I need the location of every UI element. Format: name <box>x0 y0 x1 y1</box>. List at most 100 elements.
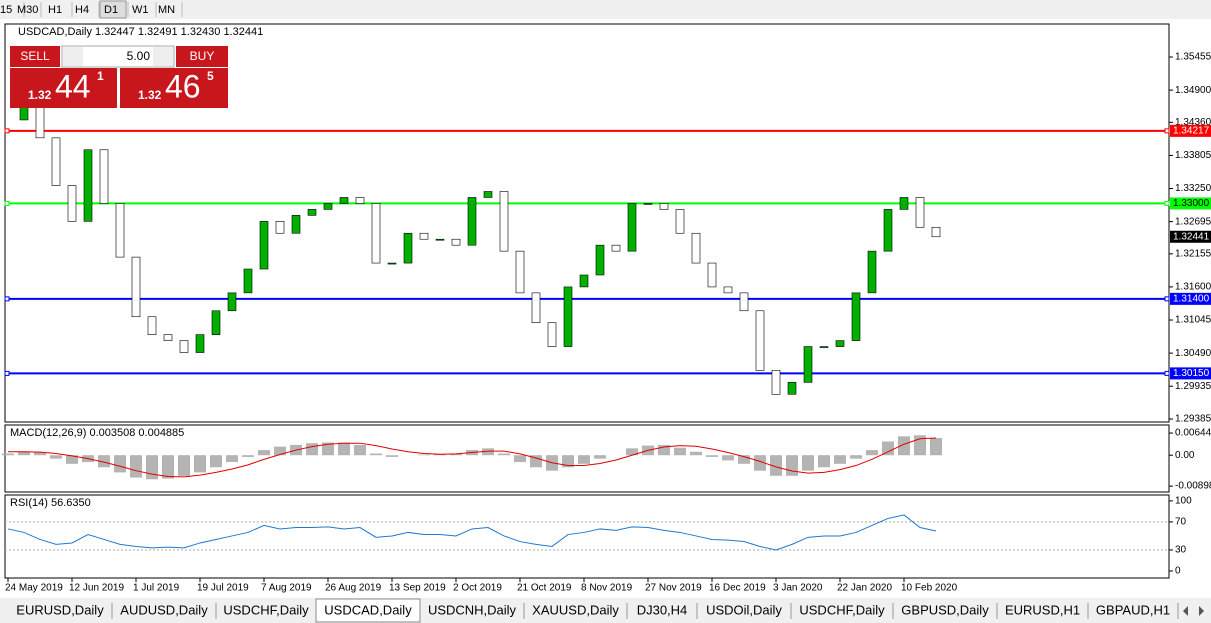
macd-panel <box>4 424 1170 493</box>
macd-histogram-bar <box>178 455 190 476</box>
buy-button[interactable] <box>176 46 228 67</box>
candle-body <box>163 334 173 341</box>
current-price-box <box>1170 230 1211 243</box>
timeframe-button[interactable]: W1 <box>132 4 149 16</box>
candle-body <box>531 292 541 324</box>
y-tick-label: -0.008982 <box>1175 481 1211 492</box>
lot-up[interactable] <box>153 47 173 66</box>
macd-histogram-bar <box>18 451 30 456</box>
y-tick-label: 30 <box>1175 545 1187 556</box>
candle-body <box>323 203 333 210</box>
macd-histogram-bar <box>674 447 686 456</box>
candle-body <box>435 238 445 241</box>
timeframe-button[interactable]: H4 <box>75 4 89 16</box>
macd-histogram-bar <box>802 455 814 471</box>
timeframe-button[interactable]: D1 <box>104 4 118 16</box>
ask-box[interactable] <box>120 68 228 108</box>
y-tick-label: 1.31600 <box>1175 282 1211 293</box>
candle-body <box>147 316 157 335</box>
candle-body <box>339 197 349 204</box>
sell-button[interactable] <box>10 46 60 67</box>
candle-body <box>707 262 717 288</box>
price-panel <box>4 23 1170 423</box>
macd-histogram-bar <box>786 455 798 476</box>
tab[interactable]: EURUSD,H1 <box>1005 602 1089 619</box>
macd-histogram-bar <box>2 453 14 456</box>
candle-body <box>115 203 125 258</box>
candle-body <box>643 203 653 205</box>
candle-body <box>259 221 269 270</box>
panel-title: USDCAD,Daily 1.32447 1.32491 1.32430 1.3… <box>18 26 263 38</box>
level-price-box <box>1170 367 1211 380</box>
tab-label: USDOil,Daily <box>706 602 782 617</box>
tab-label: XAUUSD,Daily <box>532 602 619 617</box>
macd-histogram-bar <box>706 455 718 457</box>
macd-histogram-bar <box>626 448 638 456</box>
macd-histogram-bar <box>226 455 238 463</box>
tab-scroll-left[interactable] <box>1183 606 1188 616</box>
candle-body <box>275 221 285 234</box>
level-handle <box>4 128 10 134</box>
macd-histogram-bar <box>418 454 430 456</box>
tab[interactable]: GBPAUD,H1 <box>1096 602 1179 619</box>
ask-main: 46 <box>165 68 201 104</box>
candle-body <box>451 238 461 246</box>
tab[interactable]: GBPUSD,Daily <box>901 602 998 619</box>
tab[interactable]: USDCHF,Daily <box>223 602 317 619</box>
lot-down[interactable] <box>63 47 83 66</box>
timeframe-button[interactable]: M30 <box>17 4 38 16</box>
macd-histogram-bar <box>850 455 862 459</box>
tab-scroll-right[interactable] <box>1199 606 1204 616</box>
candle-body <box>883 209 893 252</box>
candle-body <box>355 197 365 204</box>
tab-label: EURUSD,Daily <box>16 602 104 617</box>
macd-histogram-bar <box>34 452 46 456</box>
macd-histogram-bar <box>322 442 334 456</box>
tab[interactable]: USDCNH,Daily <box>428 602 525 619</box>
tab-label: USDCAD,Daily <box>324 602 412 617</box>
candle-body <box>787 382 797 395</box>
y-tick-label: 1.32695 <box>1175 216 1211 227</box>
tab[interactable]: EURUSD,Daily <box>16 602 113 619</box>
macd-histogram-bar <box>514 455 526 463</box>
x-tick-label: 8 Nov 2019 <box>581 583 633 594</box>
candle-body <box>755 310 765 371</box>
y-tick-label: 1.32155 <box>1175 248 1211 259</box>
rsi-panel <box>4 494 1170 579</box>
candle-body <box>51 137 61 186</box>
y-tick-label: 1.35455 <box>1175 52 1211 63</box>
candle-body <box>371 203 381 264</box>
macd-histogram-bar <box>162 455 174 479</box>
tab[interactable]: DJ30,H4 <box>637 602 698 619</box>
candle-body <box>515 250 525 294</box>
tab[interactable]: AUDUSD,Daily <box>120 602 217 619</box>
level-handle <box>4 370 10 376</box>
lot-input[interactable] <box>61 45 175 68</box>
y-tick-label: 70 <box>1175 517 1187 528</box>
x-tick-label: 22 Jan 2020 <box>837 583 892 594</box>
candle-body <box>499 191 509 252</box>
candle-body <box>403 232 413 264</box>
candle-body <box>803 346 813 383</box>
candle-body <box>691 232 701 264</box>
timeframe-button[interactable]: H1 <box>48 4 62 16</box>
macd-histogram-bar <box>482 448 494 456</box>
tab[interactable]: USDOil,Daily <box>706 602 792 619</box>
timeframe-button[interactable]: 15 <box>0 4 12 16</box>
bid-box[interactable] <box>10 68 117 108</box>
y-tick-label: 0 <box>1175 566 1181 577</box>
macd-histogram-bar <box>562 455 574 468</box>
timeframe-button[interactable]: MN <box>158 4 175 16</box>
candle-body <box>547 322 557 347</box>
tab[interactable]: XAUUSD,Daily <box>532 602 628 619</box>
indicator-line <box>7 514 937 551</box>
candle-body <box>291 215 301 234</box>
tab[interactable]: USDCHF,Daily <box>799 602 894 619</box>
y-tick-label: 1.34900 <box>1175 85 1211 96</box>
level-price-label: 1.34217 <box>1173 125 1210 136</box>
macd-histogram-bar <box>658 444 670 456</box>
active-tab <box>315 598 421 623</box>
candle-body <box>835 340 845 347</box>
tab[interactable]: USDCAD,Daily <box>315 598 421 623</box>
